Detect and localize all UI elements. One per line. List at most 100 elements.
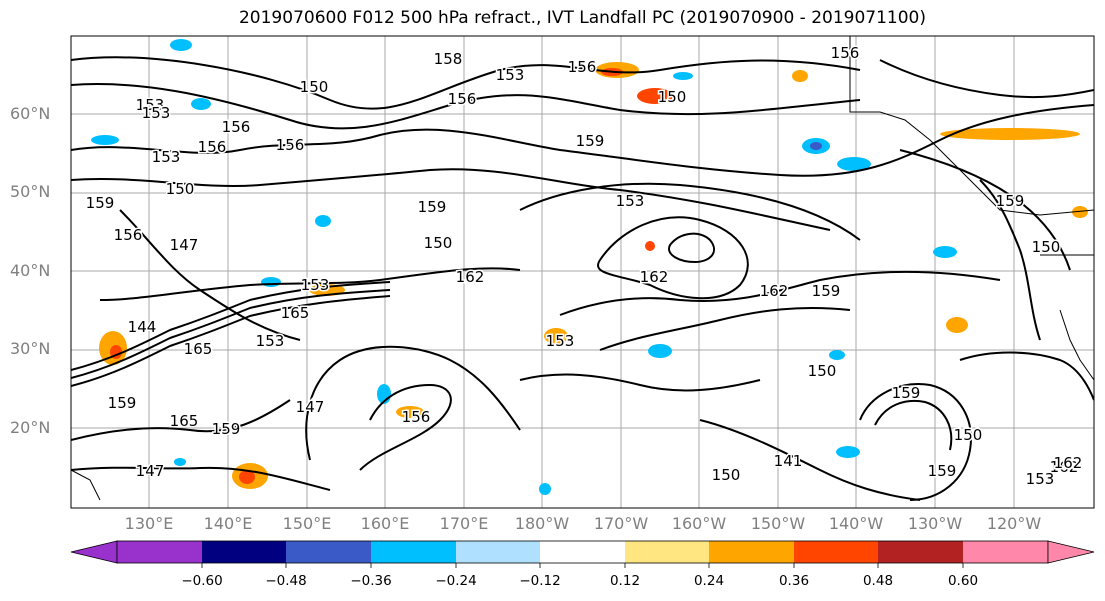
colorbar-extend-max xyxy=(1047,540,1095,564)
positive-anomaly-patch xyxy=(637,88,673,104)
colorbar-cell xyxy=(371,541,456,563)
positive-anomaly-patch xyxy=(792,70,808,82)
colorbar-tick-label: −0.36 xyxy=(350,573,392,589)
contour-line xyxy=(519,373,761,392)
colorbar-tick-label: −0.48 xyxy=(265,573,307,589)
contour-line xyxy=(859,383,972,501)
negative-anomaly-patch xyxy=(810,142,822,150)
contour-line xyxy=(71,104,1094,177)
positive-anomaly-patch xyxy=(1072,206,1088,218)
contour-line xyxy=(71,289,391,379)
colorbar-tick-label: 0.12 xyxy=(609,573,641,589)
coastline xyxy=(71,469,101,501)
positive-anomaly-patch xyxy=(946,317,968,333)
contour-label: 156 xyxy=(276,136,305,154)
contour-label: 165 xyxy=(184,340,213,358)
contour-label: 156 xyxy=(402,408,431,426)
contour-label: 147 xyxy=(136,462,165,480)
contour-label: 159 xyxy=(812,282,841,300)
lon-label: 160°E xyxy=(360,514,410,533)
contour-line xyxy=(979,179,1041,341)
contour-label: 153 xyxy=(546,332,575,350)
contour-line xyxy=(699,419,921,501)
coastline xyxy=(849,36,1094,216)
colorbar-tick-label: −0.12 xyxy=(519,573,561,589)
contour-label: 159 xyxy=(576,132,605,150)
contour-label: 153 xyxy=(301,276,330,294)
contour-line xyxy=(559,270,1001,316)
map-border xyxy=(70,35,1095,509)
contour-label: 150 xyxy=(424,234,453,252)
contour-label: 153 xyxy=(152,148,181,166)
contour-label: 156 xyxy=(198,138,227,156)
contour-label: 150 xyxy=(954,426,983,444)
contour-label: 156 xyxy=(448,90,477,108)
lon-label: 160°W xyxy=(671,514,727,533)
lon-label: 150°W xyxy=(750,514,806,533)
lat-label: 30°N xyxy=(10,339,51,358)
lat-label: 40°N xyxy=(10,261,51,280)
colorbar-cell xyxy=(117,541,202,563)
negative-anomaly-patch xyxy=(191,98,211,110)
contour-line xyxy=(71,295,391,387)
lon-label: 140°E xyxy=(203,514,253,533)
negative-anomaly-patch xyxy=(91,135,119,145)
negative-anomaly-patch xyxy=(174,458,186,466)
positive-anomaly-patch xyxy=(239,470,255,484)
colorbar-cell xyxy=(878,541,963,563)
contour-label: 141 xyxy=(774,452,803,470)
contour-label: 153 xyxy=(616,192,645,210)
contour-line xyxy=(99,267,521,301)
contour-label: 153 xyxy=(1026,470,1055,488)
contour-label: 150 xyxy=(712,466,741,484)
negative-anomaly-patch xyxy=(648,344,672,358)
colorbar-tick-label: 0.36 xyxy=(778,573,810,589)
colorbar-tick-label: 0.24 xyxy=(693,573,725,589)
colorbar-cell xyxy=(794,541,878,563)
negative-anomaly-patch xyxy=(837,157,871,171)
lon-label: 130°W xyxy=(907,514,963,533)
contour-label: 159 xyxy=(86,194,115,212)
negative-anomaly-patch xyxy=(933,246,957,258)
contour-line xyxy=(599,307,851,351)
lat-label: 20°N xyxy=(10,418,51,437)
negative-anomaly-patch xyxy=(673,72,693,80)
positive-anomaly-patch xyxy=(940,128,1080,140)
contour-label: 159 xyxy=(892,384,921,402)
contour-label: 159 xyxy=(928,462,957,480)
contour-line xyxy=(874,400,953,451)
contour-line xyxy=(959,351,1094,401)
contour-label: 156 xyxy=(222,118,251,136)
contour-label: 159 xyxy=(108,394,137,412)
contour-line xyxy=(668,232,715,264)
colorbar-cell xyxy=(625,541,709,563)
colorbar-cell xyxy=(540,541,625,563)
contour-label: 150 xyxy=(166,180,195,198)
contour-line xyxy=(71,399,291,441)
colorbar-cell xyxy=(963,541,1048,563)
negative-anomaly-patch xyxy=(539,483,551,495)
negative-anomaly-patch xyxy=(170,39,192,51)
contour-line xyxy=(71,168,831,231)
contour-line xyxy=(71,466,331,491)
colorbar-cell xyxy=(456,541,540,563)
contour-label: 150 xyxy=(300,78,329,96)
positive-anomaly-patch xyxy=(645,241,655,251)
lon-label: 170°E xyxy=(439,514,489,533)
colorbar-cell xyxy=(709,541,794,563)
lon-label: 150°E xyxy=(282,514,332,533)
contour-label: 153 xyxy=(496,66,525,84)
contour-line xyxy=(359,383,452,471)
contour-label: 159 xyxy=(996,192,1025,210)
negative-anomaly-patch xyxy=(315,215,331,227)
contour-line xyxy=(899,149,1071,271)
contour-label: 147 xyxy=(296,398,325,416)
contour-label: 153 xyxy=(256,332,285,350)
contour-line xyxy=(71,56,861,110)
positive-anomaly-patch xyxy=(396,406,424,418)
contour-label: 158 xyxy=(434,50,463,68)
contour-label: 156 xyxy=(568,58,597,76)
colorbar-cell xyxy=(202,541,286,563)
contour-label: 144 xyxy=(128,318,157,336)
